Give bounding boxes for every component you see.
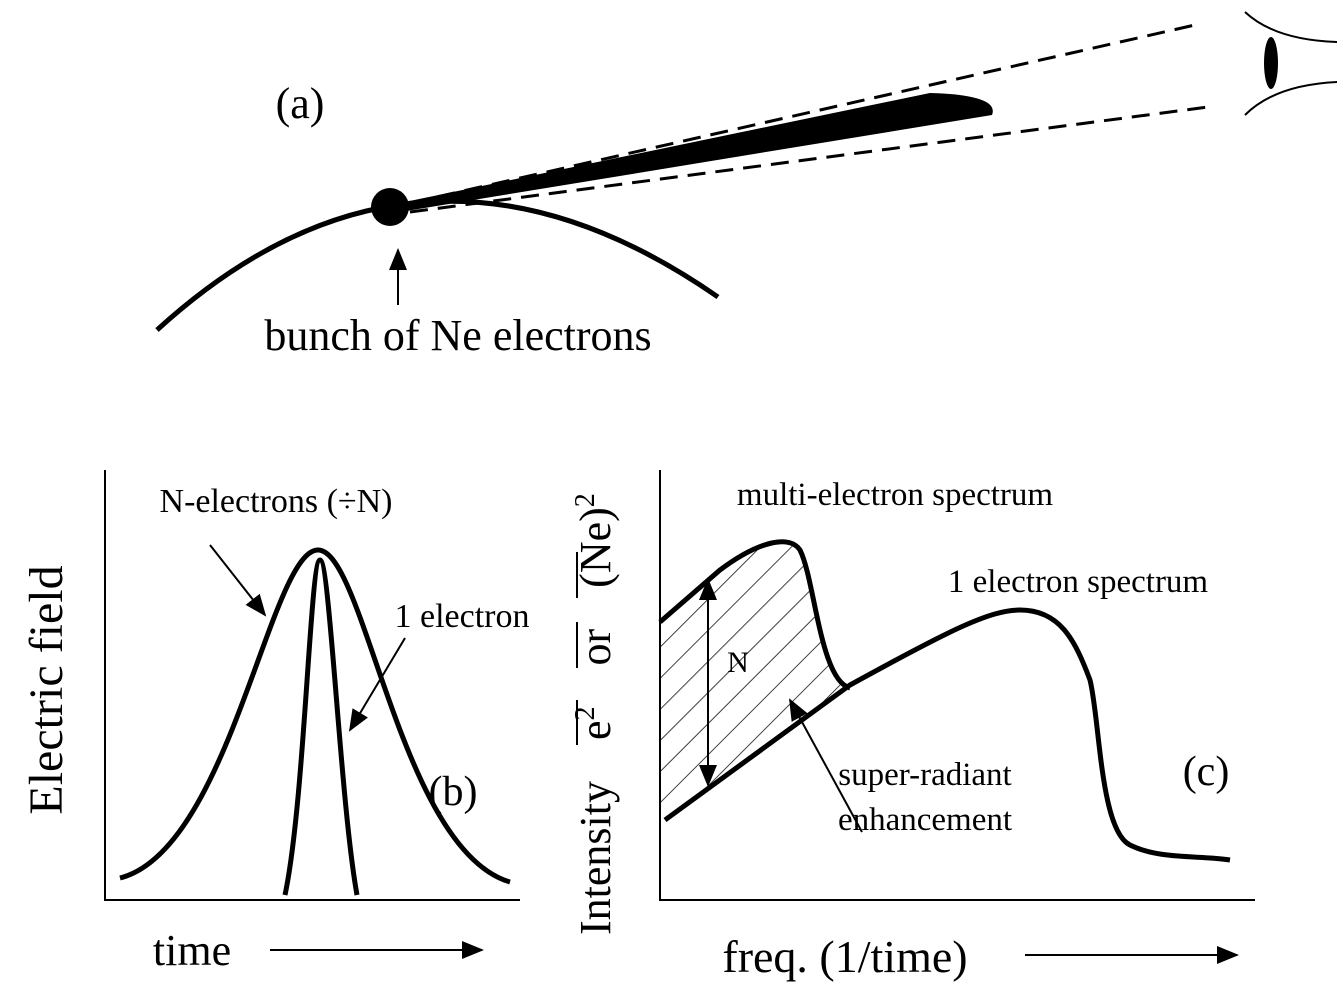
y-label-part: Intensity <box>571 781 620 935</box>
x-axis-label: freq. (1/time) <box>722 931 967 982</box>
curve-label: 1 electron <box>395 598 530 635</box>
multi-spectrum <box>658 539 852 691</box>
cone-edge <box>409 23 1196 205</box>
curve-label: N-electrons (÷N) <box>160 483 393 520</box>
pointer <box>209 544 267 617</box>
eye <box>1244 11 1337 116</box>
wide-pulse <box>119 547 511 885</box>
y-label-part: (Ne) <box>571 507 620 588</box>
single-spectrum <box>663 607 1231 863</box>
axes <box>104 470 520 901</box>
cone-edge <box>409 105 1209 214</box>
panel-label: (a) <box>276 79 325 128</box>
panel-b: Electric field N-electrons (÷N) 1 electr… <box>20 470 530 975</box>
panel-label: (c) <box>1183 749 1230 795</box>
factor-label: N <box>727 646 749 679</box>
annotation: enhancement <box>838 802 1012 838</box>
panel-c: Intensity e2 or (Ne)2 multi-electron spe… <box>555 470 1255 982</box>
radiation-lobe <box>400 93 993 212</box>
pointer <box>789 698 863 833</box>
y-axis-label: Intensity e2 or (Ne)2 <box>555 493 620 935</box>
panel-a: (a) bunch of Ne electrons <box>155 11 1337 360</box>
narrow-pulse <box>282 557 360 896</box>
caption: bunch of Ne electrons <box>264 311 651 360</box>
electron-bunch <box>371 188 409 226</box>
axes <box>659 470 1255 901</box>
y-axis-label: Electric field <box>20 565 73 814</box>
pointer <box>348 637 406 732</box>
hatched-region <box>660 541 850 820</box>
y-label-part: e <box>571 720 620 740</box>
x-axis-label: time <box>153 926 231 975</box>
panel-label: (b) <box>429 769 478 815</box>
curve-label: multi-electron spectrum <box>737 477 1053 513</box>
y-label-part: 2 <box>570 706 601 720</box>
annotation: super-radiant <box>838 757 1011 793</box>
curve-label: 1 electron spectrum <box>948 564 1209 600</box>
y-label-part: or <box>571 628 620 665</box>
y-label-part: 2 <box>570 493 601 507</box>
